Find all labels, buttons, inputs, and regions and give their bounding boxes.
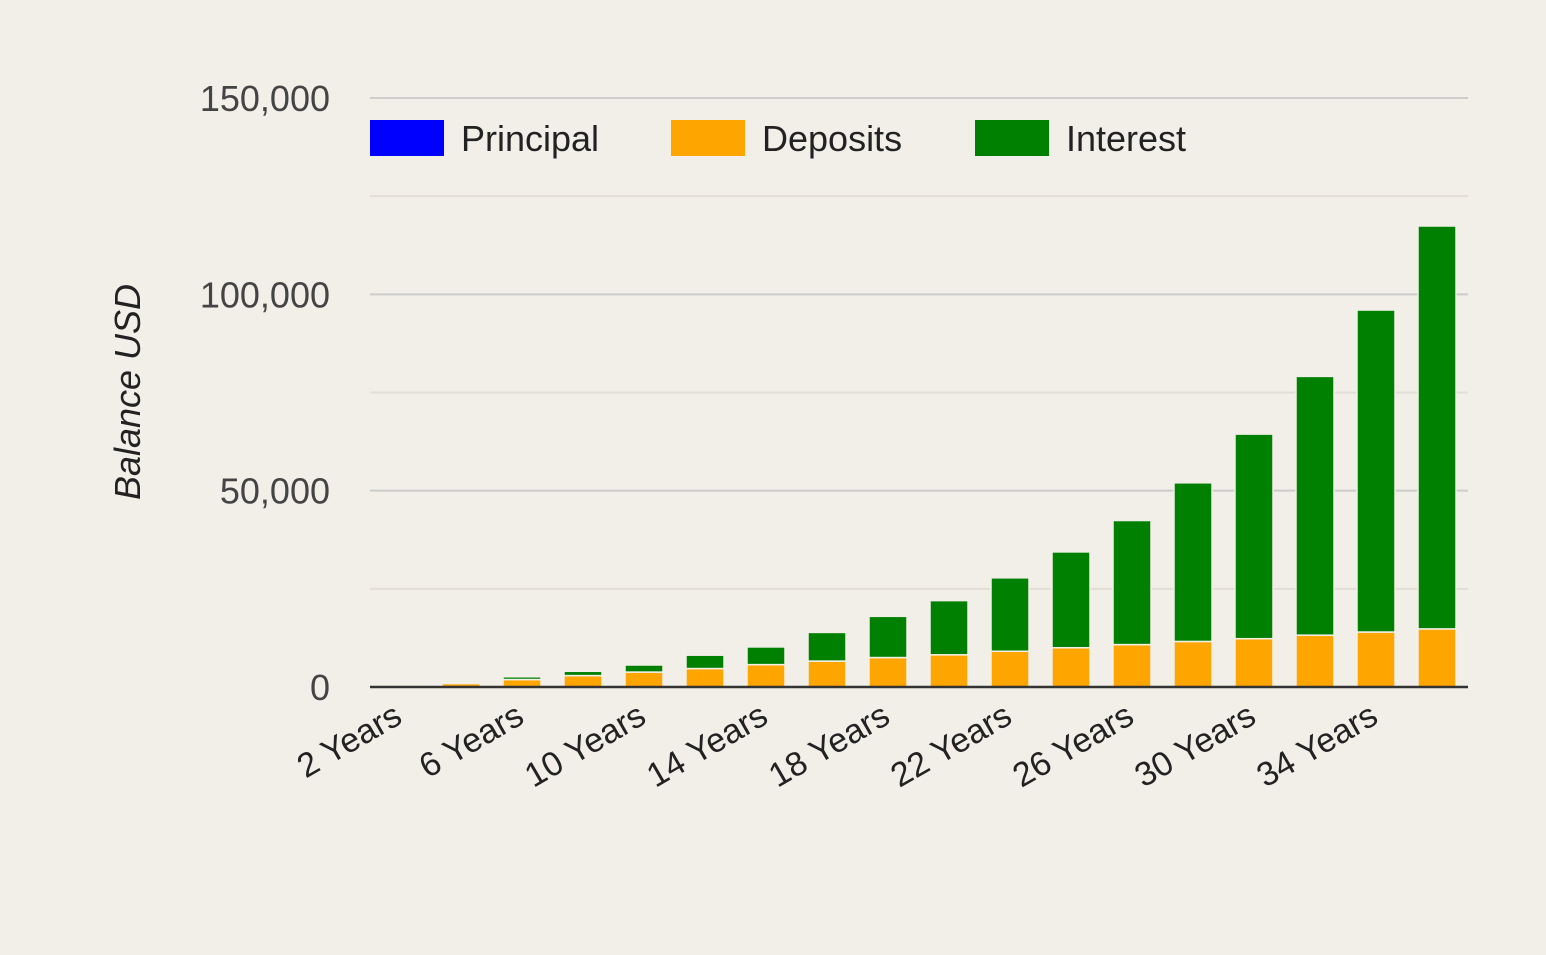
bar-deposits <box>1295 634 1335 688</box>
y-tick-label: 50,000 <box>220 471 330 512</box>
bar-interest <box>746 646 786 666</box>
y-tick-label: 0 <box>310 667 330 708</box>
bar-deposits <box>1417 628 1457 688</box>
legend-swatch-principal <box>370 120 444 156</box>
bar-deposits <box>746 663 786 688</box>
bar-deposits <box>929 654 969 688</box>
bar-interest <box>990 577 1030 653</box>
bar-deposits <box>1112 643 1152 688</box>
bar-interest <box>1356 309 1396 633</box>
bar-interest <box>1234 433 1274 640</box>
bar-deposits <box>1173 640 1213 688</box>
bar-deposits <box>1356 631 1396 688</box>
legend-label-deposits: Deposits <box>762 118 902 159</box>
bar-interest <box>1051 551 1091 649</box>
bar-interest <box>1295 375 1335 636</box>
bar-interest <box>868 615 908 659</box>
bar-interest <box>441 681 481 685</box>
legend-swatch-interest <box>975 120 1049 156</box>
bar-deposits <box>990 650 1030 688</box>
bar-interest <box>807 631 847 662</box>
bar-deposits <box>563 674 603 688</box>
gridlines <box>370 97 1468 590</box>
legend-swatch-deposits <box>671 120 745 156</box>
bar-interest <box>1112 519 1152 646</box>
bar-deposits <box>624 671 664 688</box>
bars <box>441 225 1457 688</box>
y-tick-label: 150,000 <box>200 78 330 119</box>
bar-deposits <box>1051 646 1091 688</box>
bar-interest <box>685 654 725 670</box>
bar-interest <box>1173 482 1213 643</box>
bar-deposits <box>1234 637 1274 688</box>
y-axis-title: Balance USD <box>107 284 148 500</box>
bar-interest <box>563 670 603 677</box>
bar-interest <box>1417 225 1457 630</box>
bar-deposits <box>807 660 847 688</box>
bar-interest <box>624 664 664 673</box>
legend-label-interest: Interest <box>1066 118 1186 159</box>
legend: Principal Deposits Interest <box>370 118 1186 159</box>
bar-interest <box>929 599 969 656</box>
legend-label-principal: Principal <box>461 118 599 159</box>
bar-deposits <box>868 656 908 688</box>
bar-deposits <box>685 667 725 688</box>
y-axis-tick-labels: 0 50,000 100,000 150,000 <box>200 78 330 708</box>
y-tick-label: 100,000 <box>200 274 330 315</box>
bar-interest <box>502 676 542 681</box>
